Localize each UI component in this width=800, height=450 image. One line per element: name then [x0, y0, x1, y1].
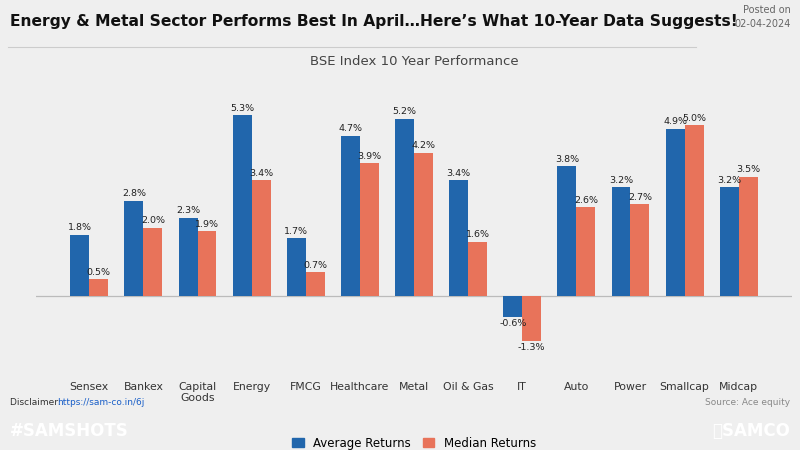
Text: 2.7%: 2.7%	[628, 193, 652, 202]
Text: 3.2%: 3.2%	[609, 176, 633, 184]
Bar	[360, 163, 379, 296]
Text: 4.2%: 4.2%	[411, 141, 435, 150]
Bar	[738, 177, 758, 296]
Bar	[233, 115, 252, 296]
Text: -0.6%: -0.6%	[499, 319, 526, 328]
Bar	[720, 187, 738, 296]
Text: 3.2%: 3.2%	[717, 176, 742, 184]
Text: 4.7%: 4.7%	[338, 124, 362, 133]
Text: 1.6%: 1.6%	[466, 230, 490, 239]
Bar	[666, 129, 685, 296]
Text: 1.8%: 1.8%	[68, 223, 92, 232]
Text: https://sam-co.in/6j: https://sam-co.in/6j	[58, 398, 145, 407]
Text: Energy & Metal Sector Performs Best In April…Here’s What 10-Year Data Suggests!: Energy & Metal Sector Performs Best In A…	[10, 14, 738, 29]
Text: 0.7%: 0.7%	[303, 261, 327, 270]
Bar	[125, 201, 143, 296]
Text: 5.3%: 5.3%	[230, 104, 254, 113]
Bar	[287, 238, 306, 296]
Text: #SAMSHOTS: #SAMSHOTS	[10, 422, 128, 440]
Text: 1.9%: 1.9%	[195, 220, 219, 229]
Text: 0.5%: 0.5%	[86, 268, 110, 277]
Bar	[198, 231, 217, 296]
Bar	[558, 166, 576, 296]
Text: 2.6%: 2.6%	[574, 196, 598, 205]
Legend: Average Returns, Median Returns: Average Returns, Median Returns	[287, 432, 541, 450]
Bar	[468, 242, 487, 296]
Bar	[449, 180, 468, 296]
Text: 2.8%: 2.8%	[122, 189, 146, 198]
Text: 3.5%: 3.5%	[736, 165, 760, 174]
Text: 2.0%: 2.0%	[141, 216, 165, 225]
Text: ⧸SAMCO: ⧸SAMCO	[713, 422, 790, 440]
Bar	[503, 296, 522, 317]
Bar	[576, 207, 595, 296]
Title: BSE Index 10 Year Performance: BSE Index 10 Year Performance	[310, 54, 518, 68]
Text: Posted on
02-04-2024: Posted on 02-04-2024	[734, 5, 790, 29]
Bar	[143, 228, 162, 296]
Bar	[90, 279, 108, 296]
Text: -1.3%: -1.3%	[518, 343, 546, 352]
Bar	[522, 296, 541, 341]
Bar	[395, 119, 414, 296]
Text: 1.7%: 1.7%	[284, 227, 308, 236]
Text: 3.9%: 3.9%	[358, 152, 382, 161]
Text: 4.9%: 4.9%	[663, 117, 687, 126]
Bar	[178, 218, 198, 296]
Bar	[685, 126, 703, 296]
Text: 2.3%: 2.3%	[176, 206, 200, 215]
Bar	[611, 187, 630, 296]
Bar	[341, 136, 360, 296]
Text: Disclaimer:: Disclaimer:	[10, 398, 63, 407]
Bar	[630, 204, 650, 296]
Text: Source: Ace equity: Source: Ace equity	[706, 398, 790, 407]
Bar	[252, 180, 270, 296]
Text: 3.4%: 3.4%	[249, 169, 273, 178]
Text: 5.0%: 5.0%	[682, 114, 706, 123]
Text: 5.2%: 5.2%	[393, 107, 417, 116]
Bar	[306, 272, 325, 296]
Bar	[70, 235, 90, 296]
Text: 3.8%: 3.8%	[555, 155, 579, 164]
Text: 3.4%: 3.4%	[446, 169, 470, 178]
Bar	[414, 153, 433, 296]
